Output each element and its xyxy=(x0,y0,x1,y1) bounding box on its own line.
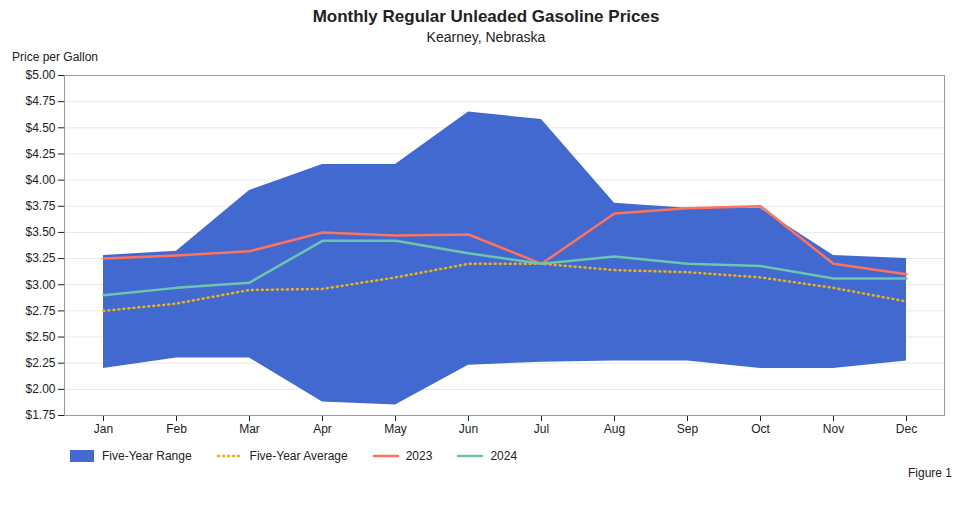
svg-text:Mar: Mar xyxy=(239,422,260,436)
svg-text:Sep: Sep xyxy=(677,422,699,436)
svg-text:$2.00: $2.00 xyxy=(25,382,55,396)
svg-text:$1.75: $1.75 xyxy=(25,408,55,422)
svg-text:Jan: Jan xyxy=(94,422,113,436)
svg-text:$2.75: $2.75 xyxy=(25,304,55,318)
svg-text:$3.25: $3.25 xyxy=(25,251,55,265)
svg-text:Feb: Feb xyxy=(166,422,187,436)
svg-text:Nov: Nov xyxy=(823,422,844,436)
html-text:2024: 2024 xyxy=(490,449,518,463)
svg-text:$2.50: $2.50 xyxy=(25,330,55,344)
svg-text:$2.25: $2.25 xyxy=(25,356,55,370)
html-text:Kearney, Nebraska: Kearney, Nebraska xyxy=(426,29,546,45)
svg-text:$4.00: $4.00 xyxy=(25,173,55,187)
html-text:Figure 1: Figure 1 xyxy=(908,466,952,480)
html-text:Monthly Regular Unleaded Gasol: Monthly Regular Unleaded Gasoline Prices xyxy=(312,7,660,26)
svg-text:Jul: Jul xyxy=(534,422,549,436)
html-text:Five-Year Average: Five-Year Average xyxy=(249,449,348,463)
html-text:Price per Gallon: Price per Gallon xyxy=(12,50,98,64)
html-text:2023: 2023 xyxy=(405,449,433,463)
svg-text:$4.25: $4.25 xyxy=(25,147,55,161)
svg-text:$4.50: $4.50 xyxy=(25,121,55,135)
svg-text:Aug: Aug xyxy=(604,422,625,436)
svg-text:Jun: Jun xyxy=(459,422,478,436)
svg-text:Apr: Apr xyxy=(313,422,332,436)
html-text:Five-Year Range: Five-Year Range xyxy=(102,449,192,463)
svg-text:May: May xyxy=(384,422,407,436)
svg-text:$5.00: $5.00 xyxy=(25,68,55,82)
svg-text:Dec: Dec xyxy=(896,422,917,436)
svg-text:Oct: Oct xyxy=(751,422,770,436)
svg-text:$4.75: $4.75 xyxy=(25,94,55,108)
svg-text:$3.50: $3.50 xyxy=(25,225,55,239)
svg-text:$3.75: $3.75 xyxy=(25,199,55,213)
svg-text:$3.00: $3.00 xyxy=(25,278,55,292)
